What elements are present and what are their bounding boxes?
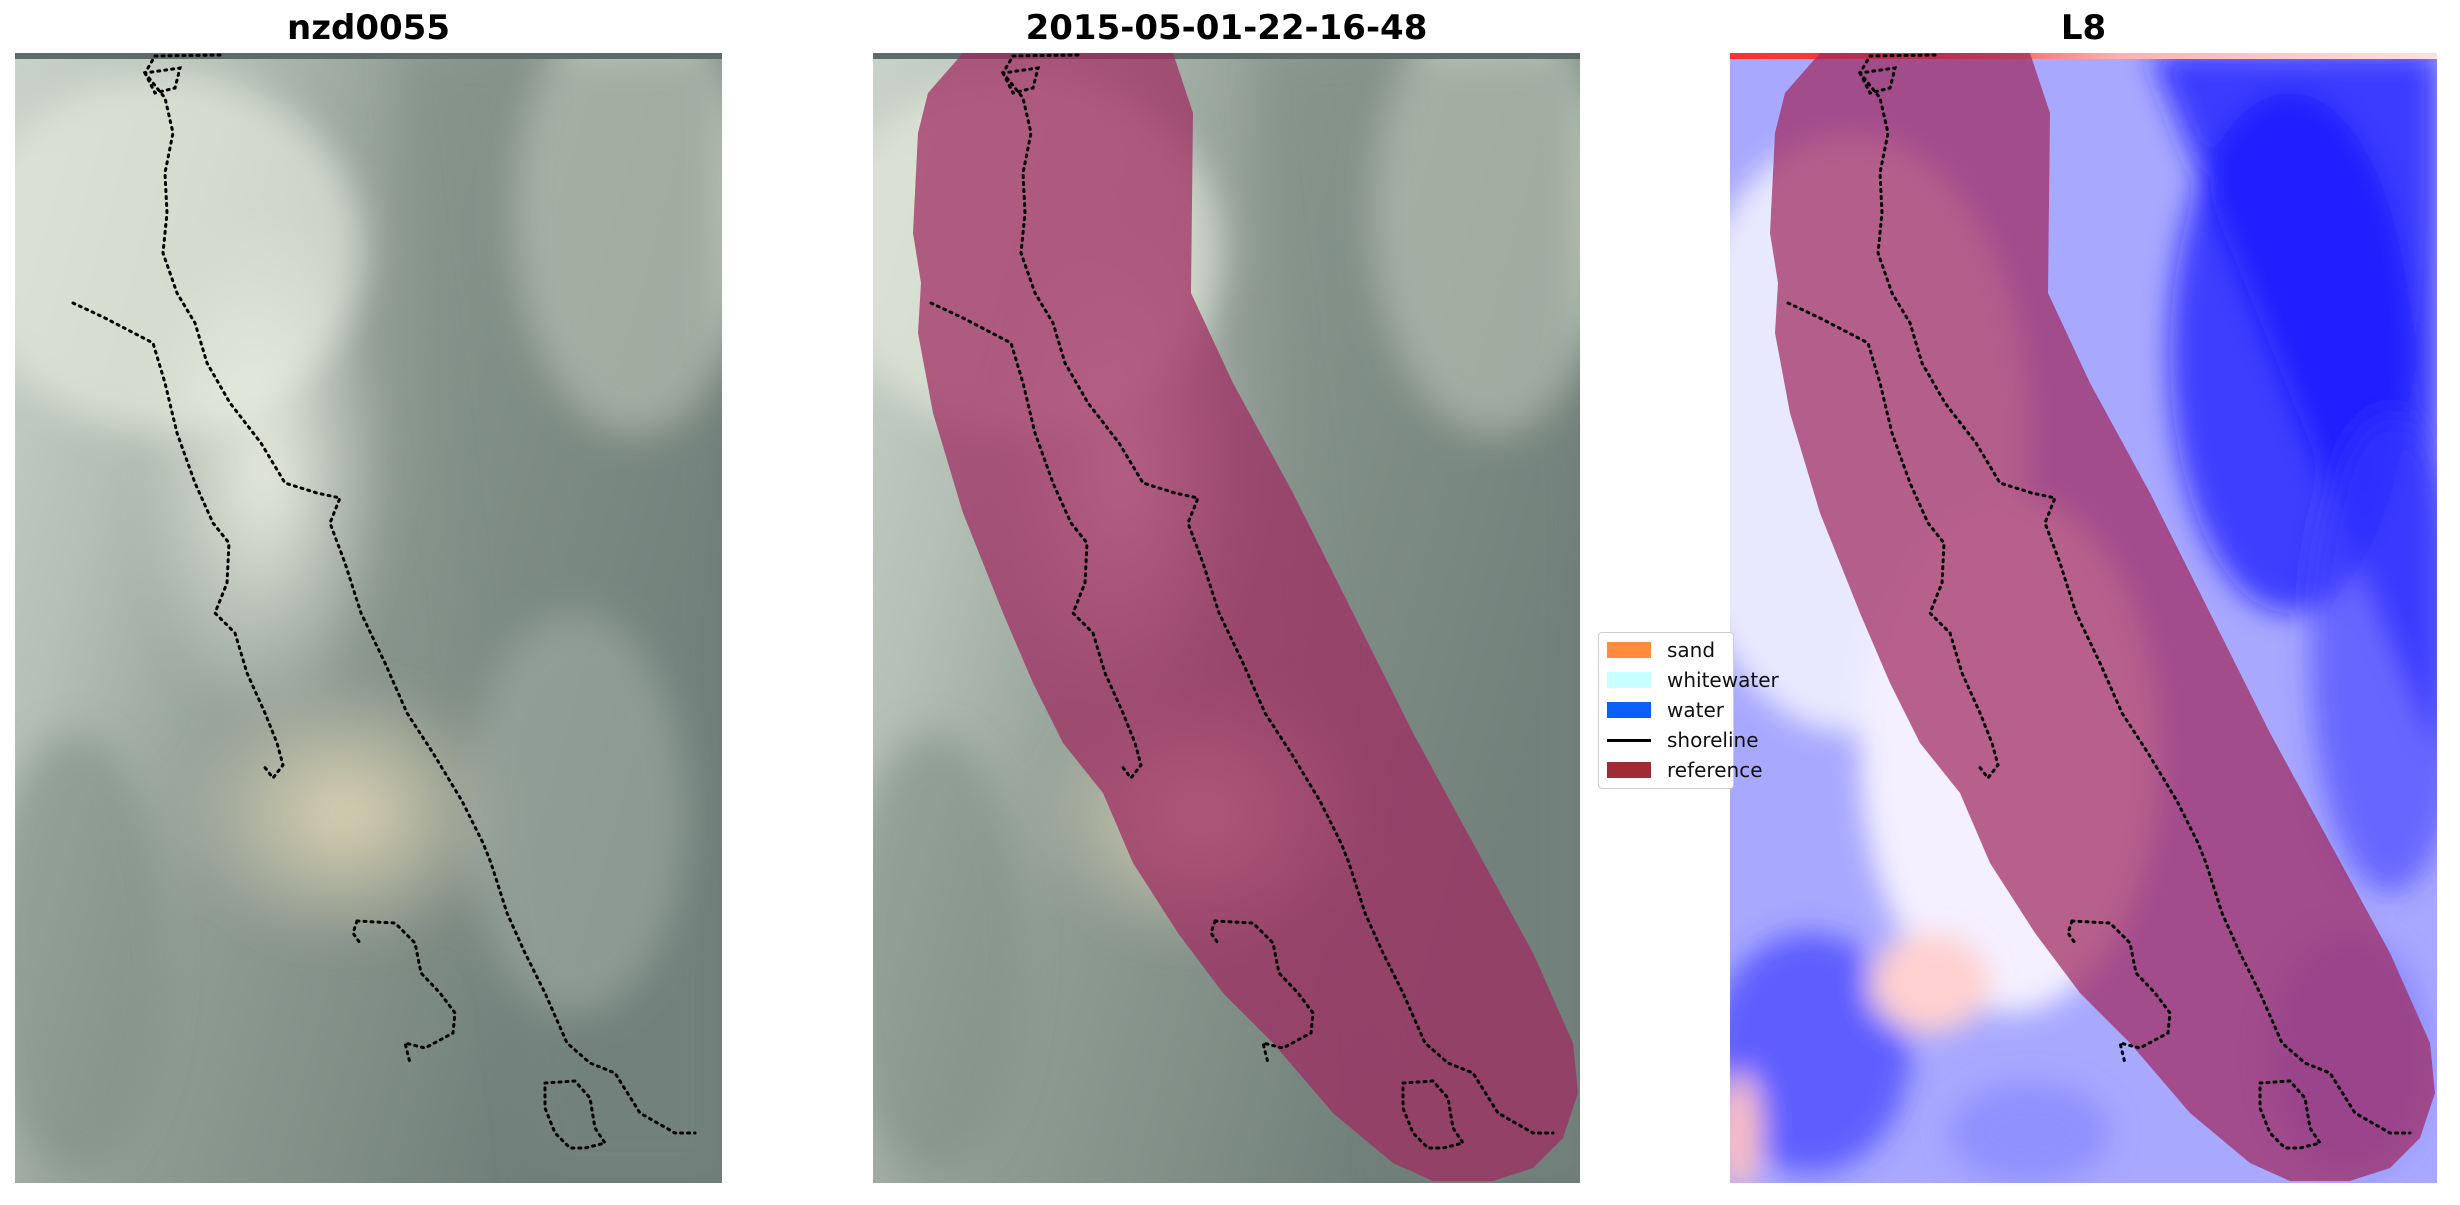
- legend-item-whitewater: whitewater: [1607, 668, 1779, 692]
- legend-label: water: [1667, 698, 1724, 722]
- reference-buffer: [913, 53, 1578, 1181]
- legend-label: sand: [1667, 638, 1716, 662]
- index-image: [1730, 53, 2437, 1183]
- legend-item-reference: reference: [1607, 758, 1763, 782]
- legend: sand whitewater water shoreline referenc…: [1598, 632, 1779, 789]
- sand-swatch: [1607, 642, 1651, 658]
- panel-title-rgb: nzd0055: [287, 8, 450, 48]
- legend-item-water: water: [1607, 698, 1724, 722]
- legend-label: reference: [1667, 758, 1763, 782]
- rgb-image-panel: [15, 53, 722, 1183]
- whitewater-swatch: [1607, 672, 1651, 688]
- legend-label: whitewater: [1667, 668, 1779, 692]
- panel-title-index: L8: [2060, 8, 2107, 48]
- legend-label: shoreline: [1667, 728, 1759, 752]
- water-swatch: [1607, 702, 1651, 718]
- index-image-panel: [1730, 53, 2437, 1183]
- legend-item-shoreline: shoreline: [1607, 728, 1759, 752]
- classified-image-panel: [873, 53, 1580, 1183]
- panel-title-classified: 2015-05-01-22-16-48: [1025, 8, 1428, 48]
- legend-item-sand: sand: [1607, 638, 1715, 662]
- reference-buffer-index: [1770, 53, 2435, 1181]
- classified-image: [873, 53, 1580, 1183]
- shoreline-swatch: [1607, 738, 1651, 742]
- rgb-image: [15, 53, 722, 1183]
- reference-swatch: [1607, 762, 1651, 778]
